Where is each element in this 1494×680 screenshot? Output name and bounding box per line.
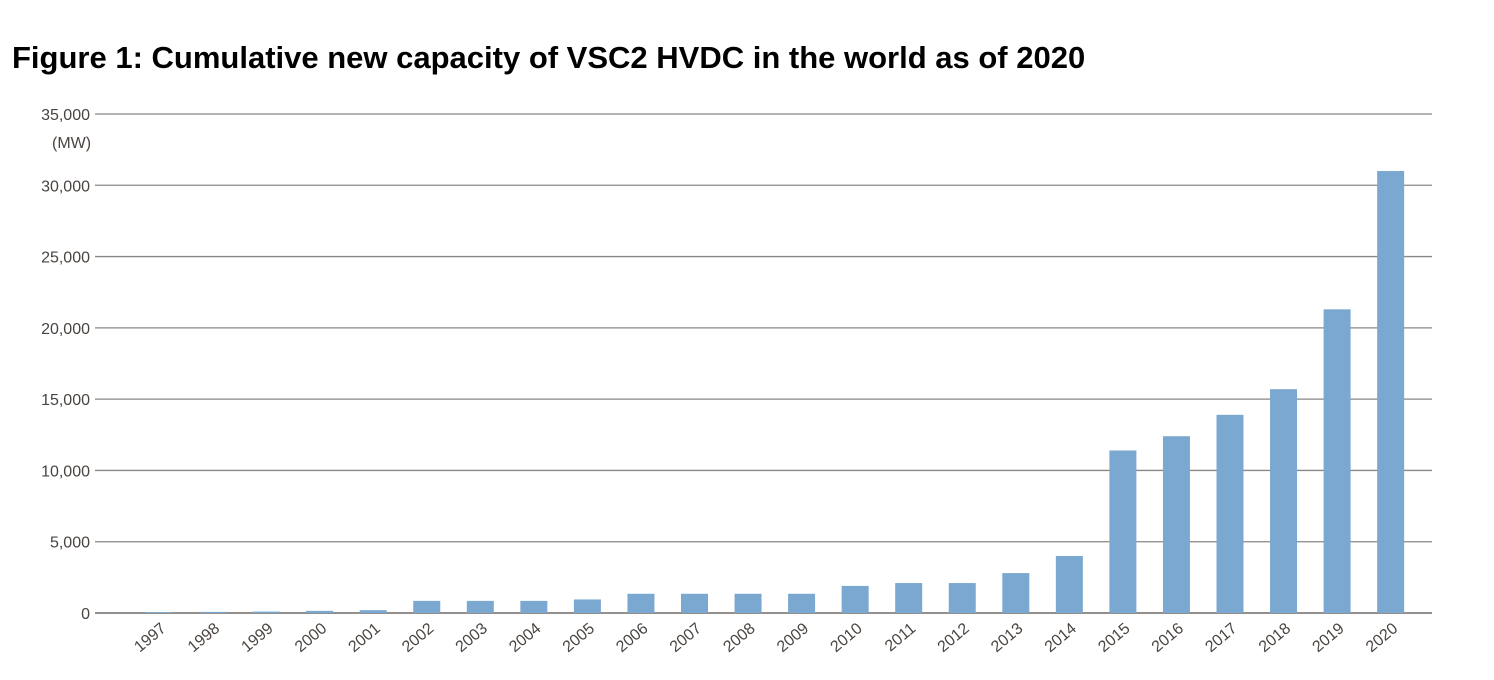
x-tick-label: 1998 [185,620,223,656]
x-tick-label: 2004 [506,620,544,656]
x-tick-label: 2001 [346,620,384,656]
bar-1998 [199,611,227,613]
bar-2017 [1216,414,1244,613]
x-tick-label: 1999 [238,620,276,656]
x-tick-label: 2000 [292,620,330,656]
x-tick-label: 2012 [935,620,973,656]
bar-2004 [520,600,548,613]
x-tick-label: 2018 [1256,620,1294,656]
y-tick-label: 30,000 [41,178,90,195]
x-tick-label: 2007 [667,620,705,656]
y-tick-label: 10,000 [41,463,90,480]
y-tick-label: 20,000 [41,321,90,338]
bar-2003 [466,600,494,613]
y-tick-label: 15,000 [41,392,90,409]
bar-2015 [1109,450,1137,613]
bar-1999 [252,611,280,613]
x-tick-label: 2005 [560,620,598,656]
bar-2005 [573,599,601,613]
x-tick-label: 2019 [1309,620,1347,656]
bar-2016 [1162,436,1190,613]
x-tick-label: 2017 [1202,620,1240,656]
y-tick-label: 5,000 [50,535,90,552]
bar-2020 [1377,171,1405,613]
bar-2001 [359,610,387,613]
bar-2010 [841,585,869,613]
bar-2014 [1055,555,1083,613]
x-tick-label: 2010 [828,620,866,656]
y-axis-ticks: 0 5,000 10,000 15,000 20,000 25,000 30,000 35,0… [41,107,90,623]
bar-2011 [895,583,923,613]
x-tick-label: 2008 [720,620,758,656]
x-tick-label: 2003 [453,620,491,656]
x-tick-label: 2006 [613,620,651,656]
y-tick-label: 25,000 [41,250,90,267]
x-tick-label: 2002 [399,620,437,656]
x-tick-label: 1997 [131,620,169,656]
x-axis-ticks: 1997 1998 1999 2000 2001 2002 2003 2004 2005 2006… [131,620,1401,656]
bar-2009 [788,593,816,613]
bar-2008 [734,593,762,613]
bar-2018 [1270,389,1298,613]
bars [145,171,1405,613]
x-tick-label: 2015 [1095,620,1133,656]
x-tick-label: 2014 [1042,620,1080,656]
chart-title: Figure 1: Cumulative new capacity of VSC… [12,40,1086,75]
bar-2002 [413,600,441,613]
x-tick-label: 2011 [882,620,919,655]
bar-2000 [306,610,334,613]
bar-2007 [681,593,708,613]
y-axis-unit-label: (MW) [52,135,91,152]
bar-1997 [145,612,173,613]
bar-2019 [1323,309,1351,613]
y-tick-label: 35,000 [41,107,90,124]
y-tick-label: 0 [81,606,90,623]
bar-2012 [948,583,976,613]
bar-2006 [627,593,655,613]
x-tick-label: 2020 [1363,620,1401,656]
x-tick-label: 2013 [988,620,1026,656]
x-tick-label: 2009 [774,620,812,656]
x-tick-label: 2016 [1149,620,1187,656]
bar-2013 [1002,573,1030,613]
